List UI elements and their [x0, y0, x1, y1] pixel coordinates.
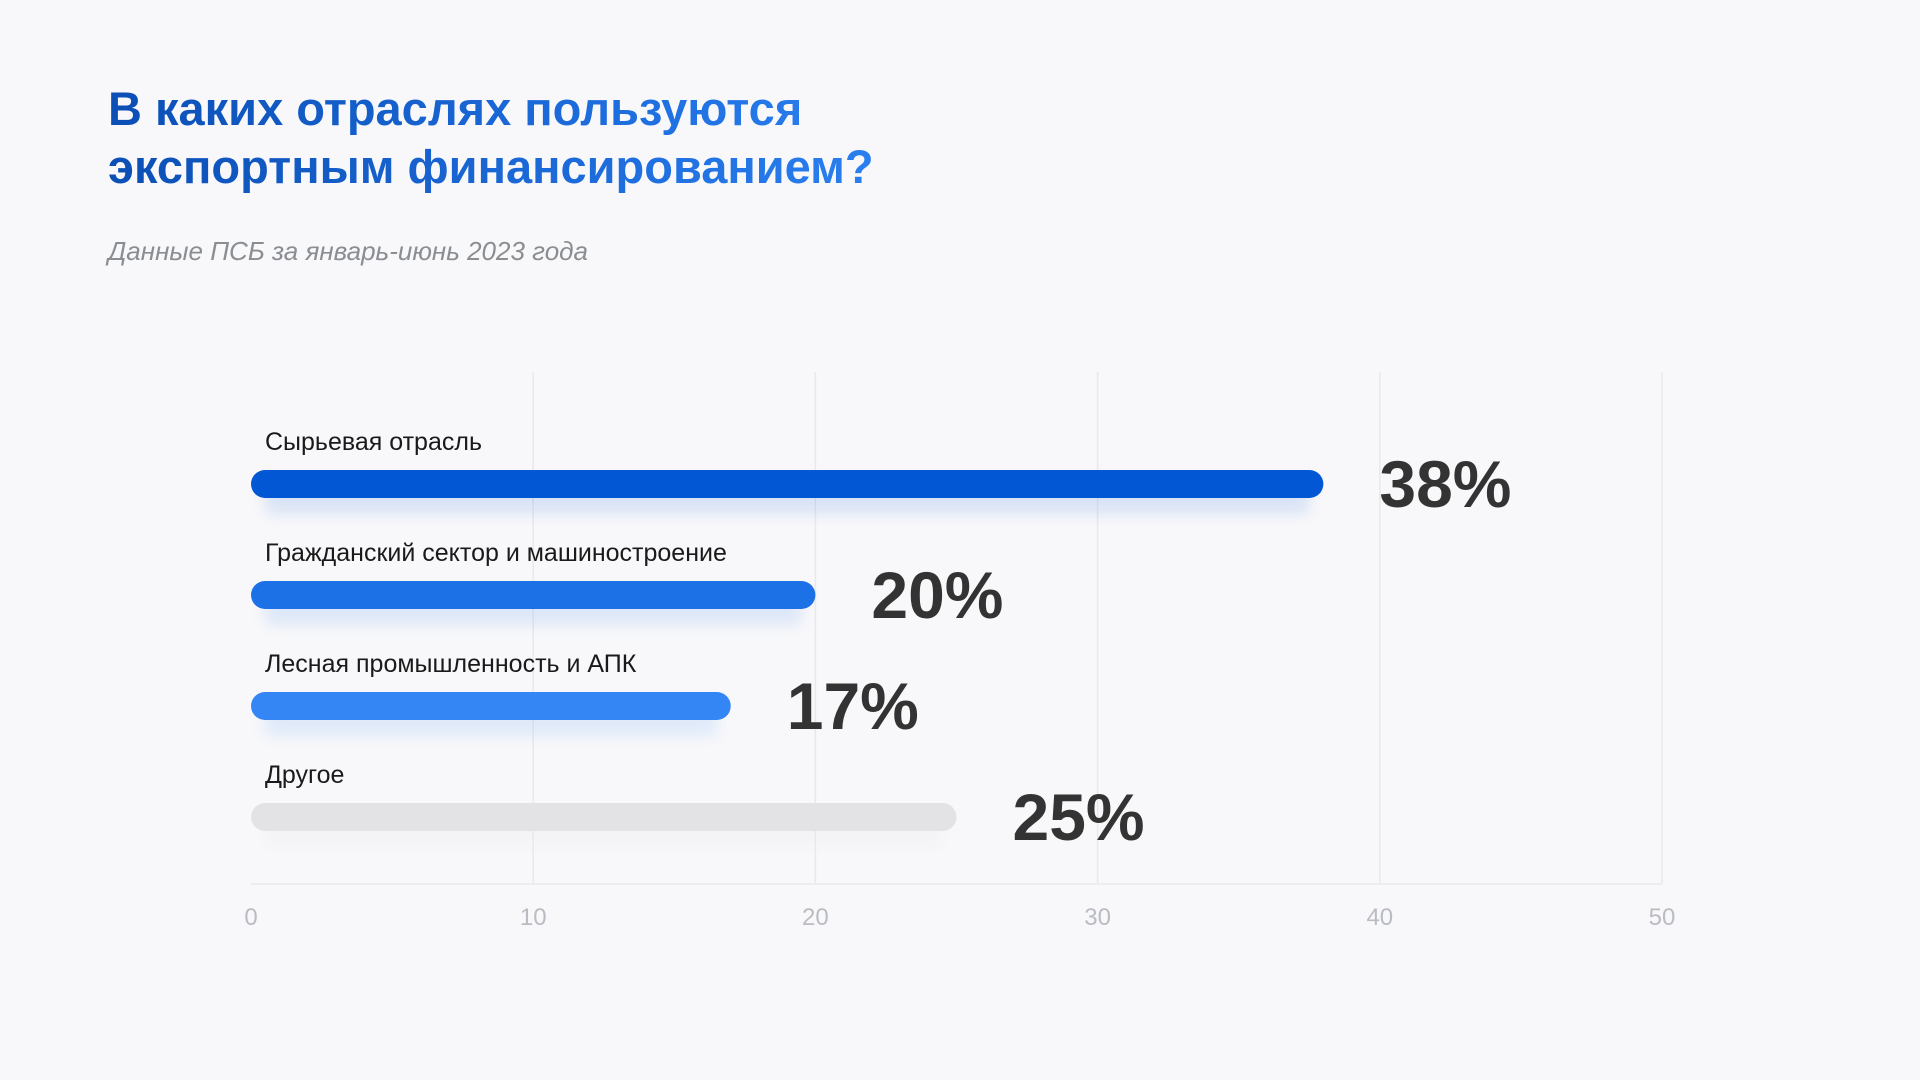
bar-group: Другое 25% — [251, 761, 1145, 854]
bar — [251, 803, 957, 831]
x-tick-label: 0 — [244, 904, 257, 931]
x-axis-ticks: 0 10 20 30 40 50 — [244, 904, 1675, 931]
bars-layer: Сырьевая отрасль 38% Гражданский сектор и … — [251, 428, 1511, 854]
value-label: 25% — [1013, 780, 1145, 854]
x-tick-label: 40 — [1366, 904, 1393, 931]
grid-layer — [251, 372, 1663, 885]
value-label: 38% — [1379, 447, 1511, 521]
category-label: Сырьевая отрасль — [265, 428, 482, 456]
category-label: Гражданский сектор и машиностроение — [265, 539, 727, 567]
category-label: Лесная промышленность и АПК — [265, 650, 637, 678]
x-tick-label: 20 — [802, 904, 829, 931]
bar — [251, 470, 1324, 498]
bar-group: Лесная промышленность и АПК 17% — [251, 650, 919, 743]
bar — [251, 692, 731, 720]
x-tick-label: 50 — [1649, 904, 1676, 931]
value-label: 17% — [787, 669, 919, 743]
value-label: 20% — [871, 558, 1003, 632]
x-tick-label: 10 — [520, 904, 547, 931]
page-subtitle: Данные ПСБ за январь-июнь 2023 года — [108, 236, 588, 266]
bar — [251, 581, 816, 609]
bar-group: Сырьевая отрасль 38% — [251, 428, 1511, 521]
category-label: Другое — [265, 761, 344, 789]
bar-group: Гражданский сектор и машиностроение 20% — [251, 539, 1004, 632]
x-tick-label: 30 — [1084, 904, 1111, 931]
